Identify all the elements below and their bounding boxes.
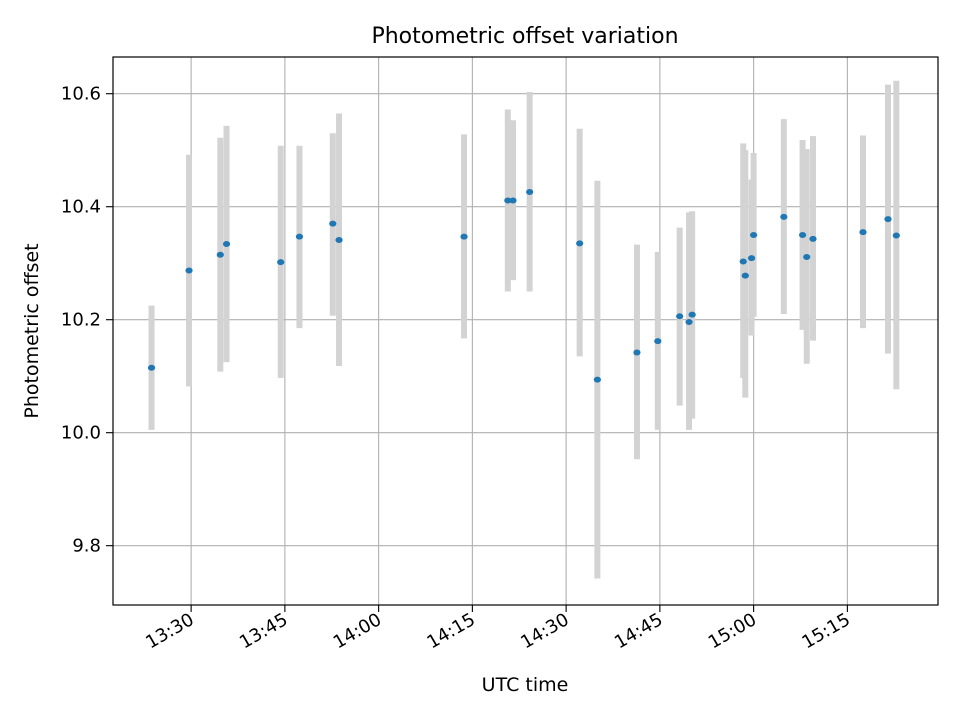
data-point	[222, 240, 231, 247]
data-point	[277, 259, 285, 266]
y-axis-label: Photometric offset	[21, 243, 43, 418]
y-tick-label: 10.4	[61, 197, 101, 218]
y-tick-label: 10.0	[61, 423, 101, 444]
data-point	[654, 338, 662, 345]
data-point	[633, 349, 641, 356]
data-point	[741, 272, 749, 279]
data-point	[780, 213, 788, 220]
y-tick-label: 10.6	[61, 84, 101, 105]
data-point	[504, 197, 512, 204]
data-point	[526, 189, 534, 196]
y-tick-label: 9.8	[72, 536, 101, 557]
data-point	[329, 220, 337, 227]
data-point	[676, 313, 684, 320]
data-point	[685, 318, 693, 325]
data-point	[216, 251, 224, 258]
data-point	[803, 253, 811, 260]
x-axis-label: UTC time	[482, 674, 569, 696]
data-point	[185, 267, 193, 274]
chart-title: Photometric offset variation	[371, 24, 678, 49]
data-point	[750, 231, 758, 238]
data-point	[809, 235, 817, 242]
data-point	[576, 240, 584, 247]
data-point	[460, 233, 468, 240]
data-point	[747, 255, 756, 262]
data-point	[739, 258, 747, 265]
data-point	[892, 232, 900, 239]
y-axis-ticks: 9.8 10.0 10.2 10.4 10.6	[61, 84, 113, 557]
data-point	[147, 364, 156, 371]
data-point	[859, 229, 867, 236]
data-point	[688, 311, 696, 318]
data-point	[884, 216, 892, 223]
data-point	[593, 376, 601, 383]
data-point	[798, 231, 807, 238]
y-tick-label: 10.2	[61, 310, 101, 331]
data-points	[147, 189, 900, 383]
data-point	[335, 237, 343, 244]
data-point	[295, 233, 304, 240]
plot-frame	[112, 56, 939, 606]
data-point	[509, 197, 517, 204]
